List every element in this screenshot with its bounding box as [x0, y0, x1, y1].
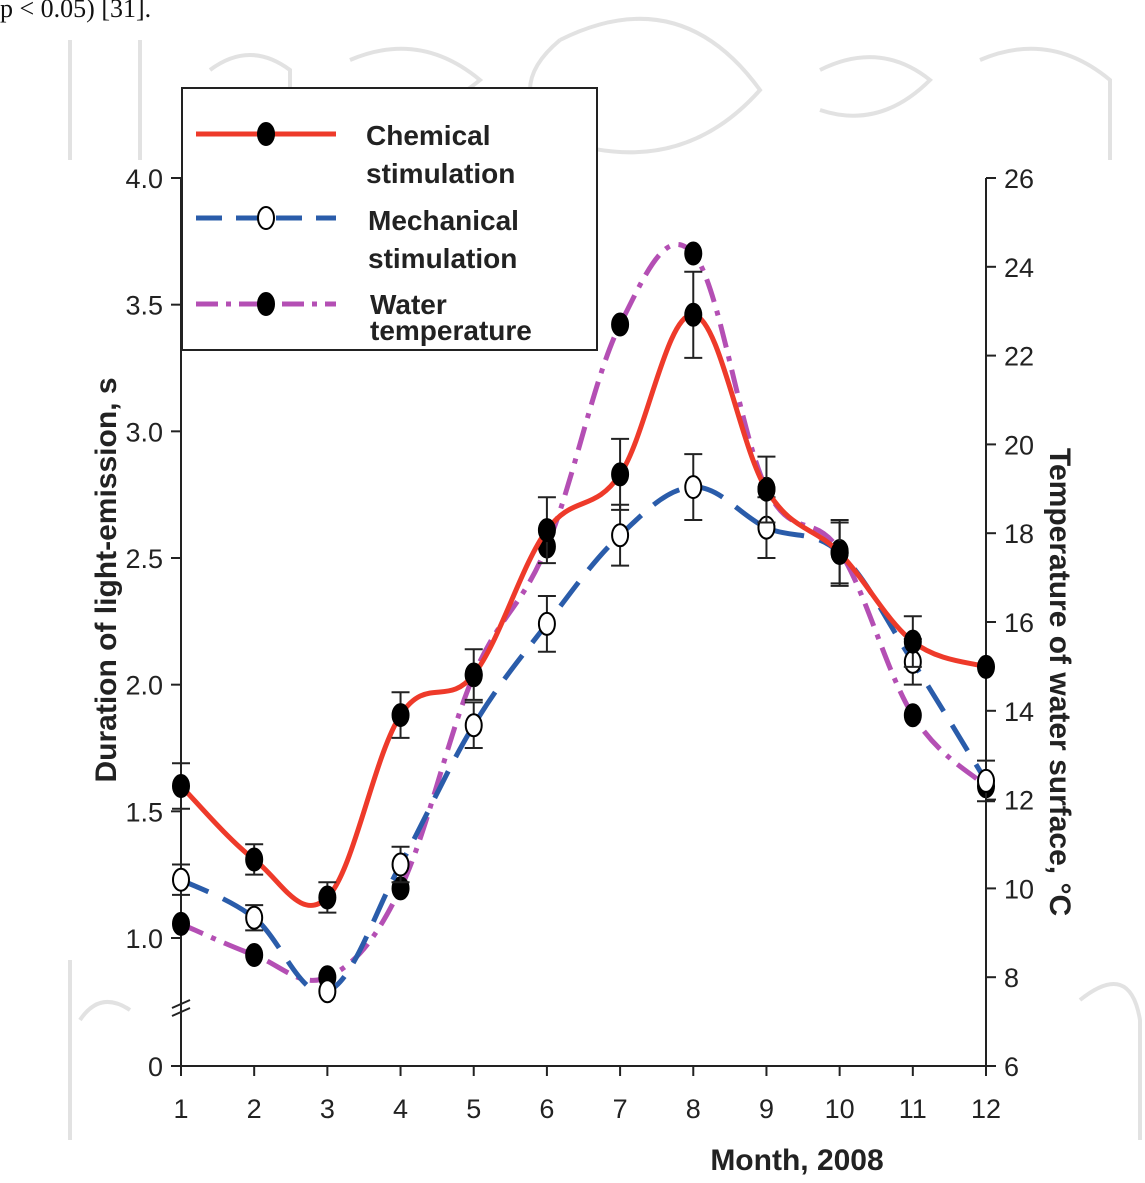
point-chemical-stimulation-5 — [464, 662, 483, 687]
legend-entry-temperature: Water temperature — [196, 289, 532, 346]
legend-label-temperature: Water temperature — [370, 289, 532, 346]
y-left-tick-label-3.5: 3.5 — [125, 291, 163, 321]
y-right-tick-label-10: 10 — [1004, 874, 1034, 904]
x-tick-label-7: 7 — [613, 1094, 628, 1124]
point-mechanical-stimulation-3 — [318, 979, 337, 1004]
y-left-tick-label-1.0: 1.0 — [125, 924, 163, 954]
y-right-tick-label-24: 24 — [1004, 253, 1034, 283]
y-right-tick-label-12: 12 — [1004, 786, 1034, 816]
watermark — [68, 16, 1142, 1140]
point-chemical-stimulation-11 — [903, 629, 922, 654]
x-tick-label-8: 8 — [686, 1094, 701, 1124]
point-chemical-stimulation-1 — [172, 774, 190, 798]
y-right-tick-label-8: 8 — [1004, 963, 1019, 993]
x-tick-label-2: 2 — [247, 1094, 262, 1124]
y-left-tick-label-2.5: 2.5 — [125, 544, 163, 574]
point-water-temperature-1 — [172, 911, 190, 936]
x-axis-title: Month, 2008 — [710, 1144, 883, 1177]
point-chemical-stimulation-10 — [830, 540, 849, 565]
legend-label-chemical: Chemical stimulation — [366, 120, 515, 189]
point-water-temperature-8 — [684, 241, 703, 266]
axis-break-mark — [171, 999, 191, 1009]
y-left-tick-label-3.0: 3.0 — [125, 417, 163, 447]
y-right-tick-label-6: 6 — [1004, 1052, 1019, 1082]
series-mechanical-stimulation — [172, 453, 995, 1004]
y-left-tick-label-4.0: 4.0 — [125, 164, 163, 194]
x-tick-label-9: 9 — [759, 1094, 774, 1124]
point-mechanical-stimulation-4 — [391, 852, 410, 877]
point-chemical-stimulation-8 — [684, 302, 703, 327]
y-right-tick-label-26: 26 — [1004, 164, 1034, 194]
legend-label-mechanical: Mechanical stimulation — [368, 205, 519, 274]
series-water-temperature — [172, 241, 995, 990]
y-left-ticks: 0 1.0 1.5 2.0 2.5 3.0 3.5 4.0 — [125, 164, 191, 1082]
x-tick-label-1: 1 — [173, 1094, 188, 1124]
x-tick-label-11: 11 — [899, 1094, 927, 1124]
legend-marker-mechanical — [257, 206, 275, 230]
legend-entry-mechanical: Mechanical stimulation — [196, 205, 519, 274]
legend-entry-chemical: Chemical stimulation — [196, 120, 515, 189]
y-left-axis-title: Duration of light-emission, s — [90, 377, 123, 782]
x-tick-label-5: 5 — [466, 1094, 481, 1124]
point-chemical-stimulation-9 — [757, 477, 776, 502]
series-line-water-temperature — [180, 242, 988, 983]
y-right-tick-label-22: 22 — [1004, 342, 1034, 372]
x-tick-label-10: 10 — [825, 1094, 855, 1124]
point-mechanical-stimulation-2 — [245, 905, 264, 930]
point-mechanical-stimulation-12 — [977, 768, 995, 793]
y-left-tick-label-1.5: 1.5 — [125, 797, 163, 827]
x-tick-label-6: 6 — [539, 1094, 554, 1124]
y-left-tick-label-0: 0 — [148, 1052, 163, 1082]
legend-marker-chemical — [257, 122, 275, 146]
point-mechanical-stimulation-7 — [611, 523, 630, 548]
y-right-tick-label-16: 16 — [1004, 608, 1034, 638]
point-chemical-stimulation-6 — [537, 518, 556, 543]
x-tick-label-3: 3 — [320, 1094, 335, 1124]
caption-fragment: p < 0.05) [31]. — [0, 0, 152, 23]
legend-marker-temperature — [257, 292, 275, 316]
point-mechanical-stimulation-6 — [537, 611, 556, 636]
series-layer — [172, 241, 995, 1004]
point-chemical-stimulation-4 — [391, 703, 410, 728]
x-ticks: 1 2 3 4 5 6 7 8 9 10 11 12 — [173, 1066, 1001, 1124]
series-line-mechanical-stimulation — [179, 484, 989, 995]
point-mechanical-stimulation-5 — [464, 713, 483, 738]
y-right-tick-label-18: 18 — [1004, 519, 1034, 549]
series-chemical-stimulation — [172, 270, 995, 914]
x-tick-label-12: 12 — [971, 1094, 1001, 1124]
y-right-tick-label-20: 20 — [1004, 430, 1034, 460]
x-tick-label-4: 4 — [393, 1094, 408, 1124]
legend: Chemical stimulation Mechanical stimulatio… — [181, 87, 598, 351]
point-water-temperature-11 — [903, 703, 922, 728]
point-mechanical-stimulation-1 — [172, 867, 190, 892]
y-left-tick-label-2.0: 2.0 — [125, 671, 163, 701]
point-chemical-stimulation-12 — [977, 654, 995, 679]
y-right-tick-label-14: 14 — [1004, 697, 1034, 727]
point-chemical-stimulation-2 — [245, 847, 264, 872]
point-chemical-stimulation-3 — [318, 885, 337, 910]
point-chemical-stimulation-7 — [611, 462, 630, 487]
point-water-temperature-2 — [245, 943, 264, 967]
point-mechanical-stimulation-8 — [684, 475, 703, 500]
point-water-temperature-7 — [611, 312, 630, 337]
y-right-ticks: 6 8 10 12 14 16 18 20 22 24 26 — [986, 164, 1034, 1082]
axis-break-mark — [171, 1007, 191, 1017]
y-right-axis-title: Temperature of water surface, °C — [1043, 448, 1076, 916]
